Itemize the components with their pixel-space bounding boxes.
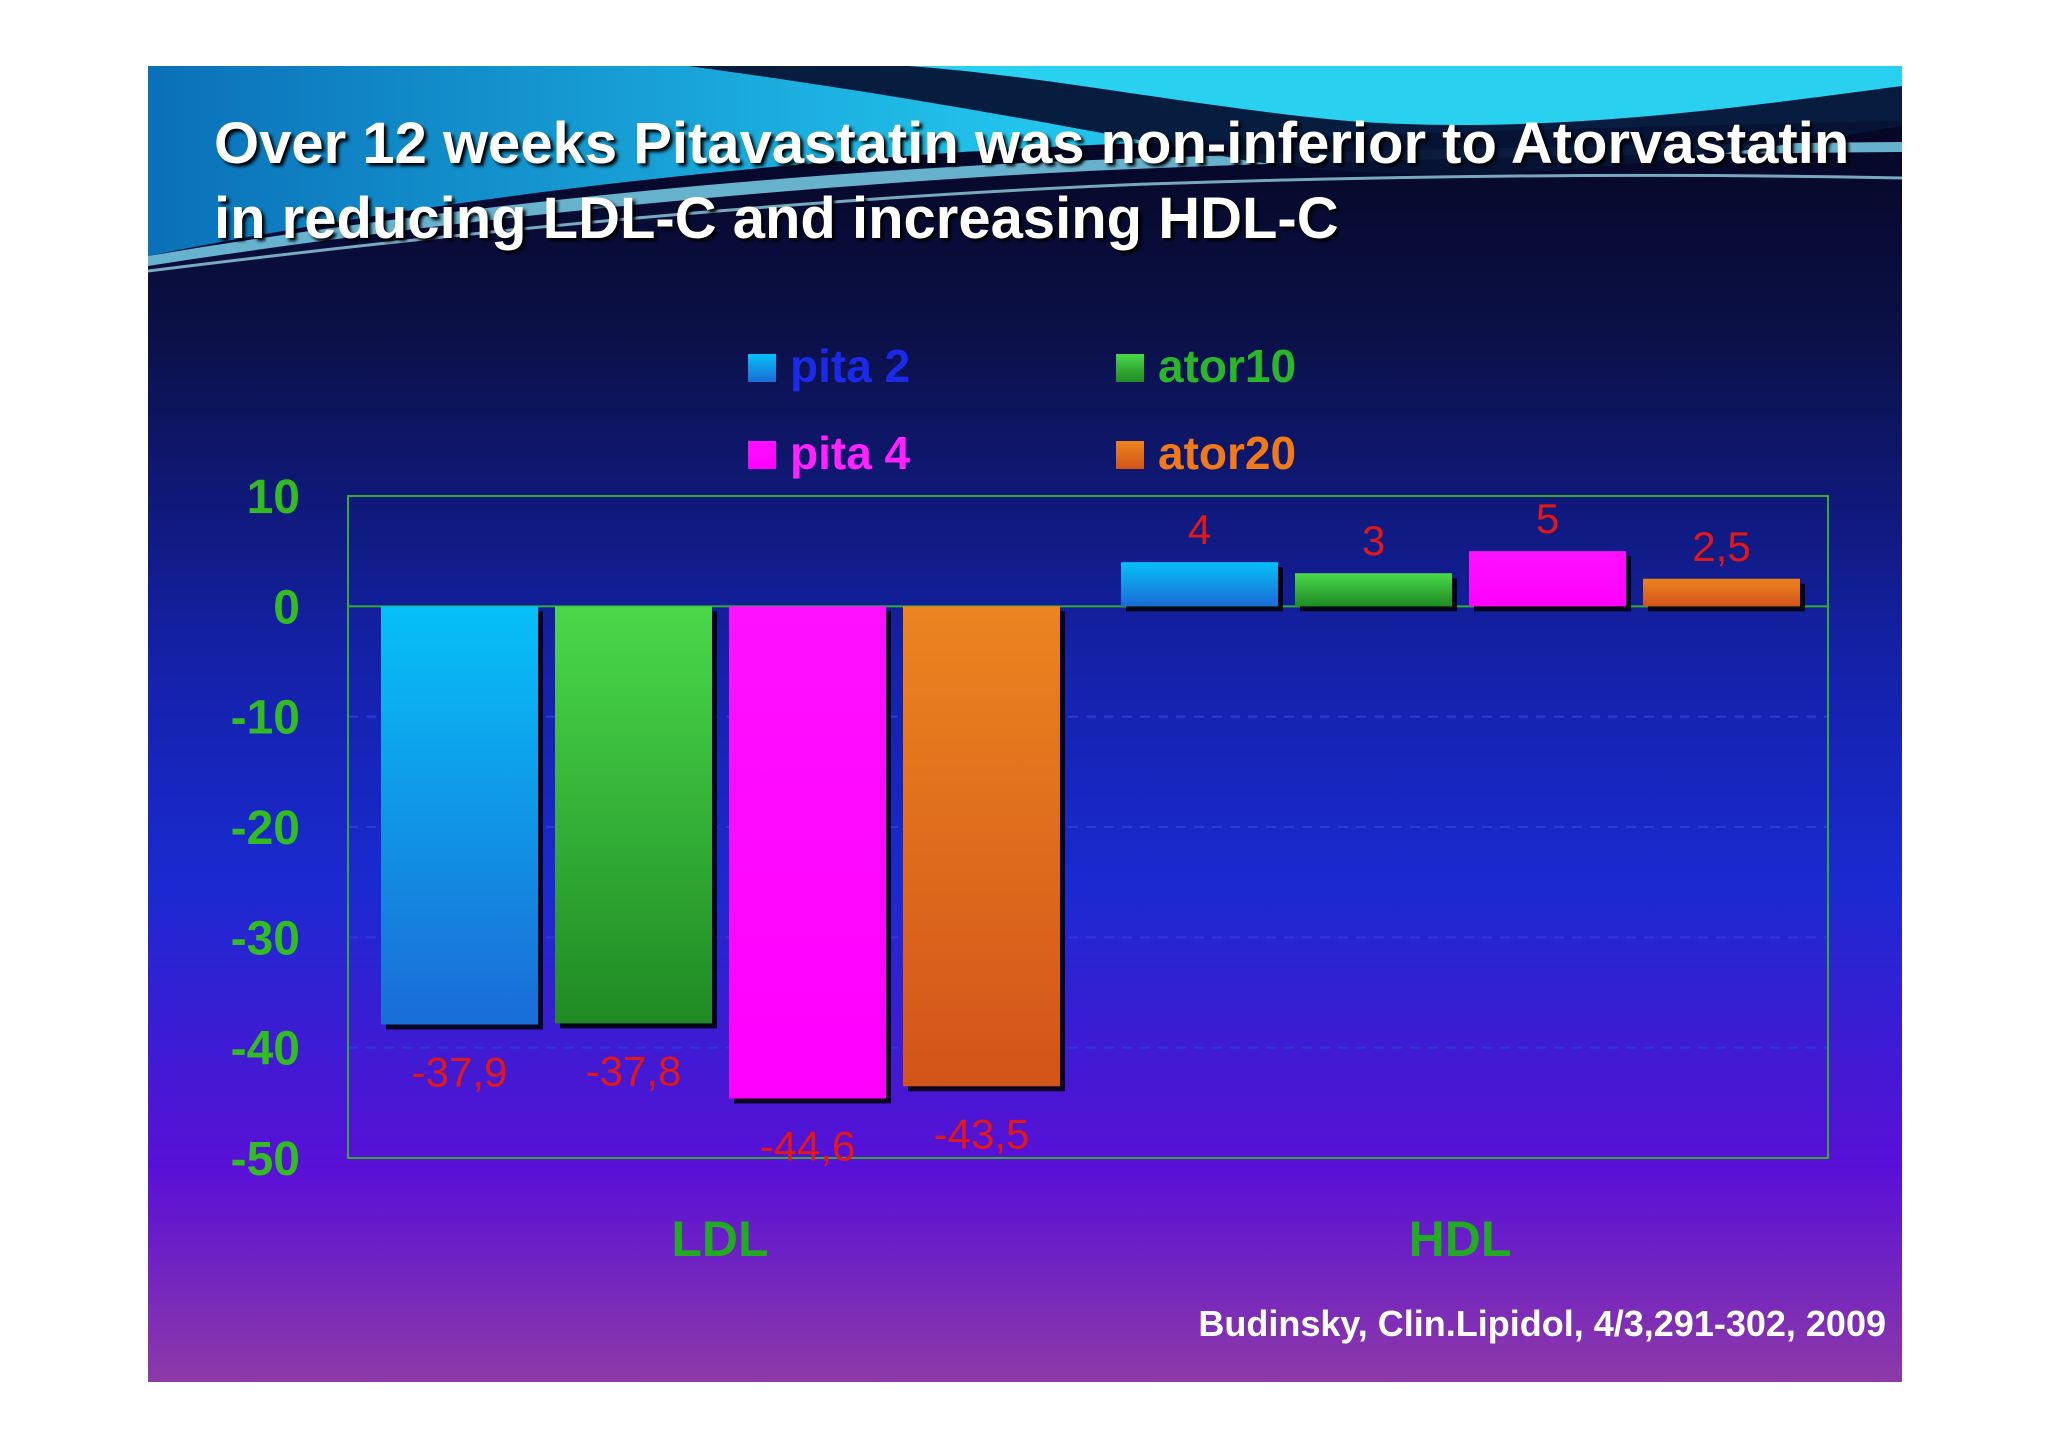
y-tick-label: 10 [247,471,300,524]
bar-chart: pita 2 ator10 pita 4 ator20 10 0 -10 -20 -30 -40… [231,340,1829,1267]
header-wave-decoration [148,66,1902,273]
bar-value-label: 5 [1536,495,1559,542]
bar-value-label: -43,5 [934,1110,1030,1157]
bar [555,606,712,1024]
bar-value-label: 4 [1188,506,1211,553]
y-tick-label: -30 [231,912,300,965]
legend-label: ator20 [1158,427,1296,479]
bar-value-label: 2,5 [1692,523,1750,570]
plot-frame [347,495,1829,1159]
slide: Over 12 weeks Pitavastatin was non-infer… [148,66,1902,1382]
slide-title: Over 12 weeks Pitavastatin was non-infer… [214,111,1850,251]
category-label: HDL [1409,1211,1512,1267]
bar-value-label: -44,6 [760,1122,856,1169]
bar [729,606,886,1099]
y-tick-label: 0 [273,581,300,634]
y-tick-label: -50 [231,1133,300,1186]
legend-swatch [1116,354,1144,382]
bar-value-label: 3 [1362,517,1385,564]
citation: Budinsky, Clin.Lipidol, 4/3,291-302, 200… [1198,1303,1886,1344]
bar [1295,573,1452,607]
bar-value-label: -37,8 [586,1047,682,1094]
legend-label: pita 2 [790,340,910,392]
y-tick-label: -10 [231,692,300,745]
category-label: LDL [671,1211,768,1267]
bar [381,606,538,1025]
legend-label: ator10 [1158,340,1296,392]
bar-value-label: -37,9 [412,1048,508,1095]
legend-swatch [1116,441,1144,469]
legend-swatch [748,441,776,469]
bar [1469,551,1626,607]
y-tick-label: -20 [231,802,300,855]
bar [1121,562,1278,607]
y-tick-label: -40 [231,1023,300,1076]
bar [1643,578,1800,607]
bar [903,606,1060,1087]
legend-swatch [748,354,776,382]
legend-label: pita 4 [790,427,911,479]
